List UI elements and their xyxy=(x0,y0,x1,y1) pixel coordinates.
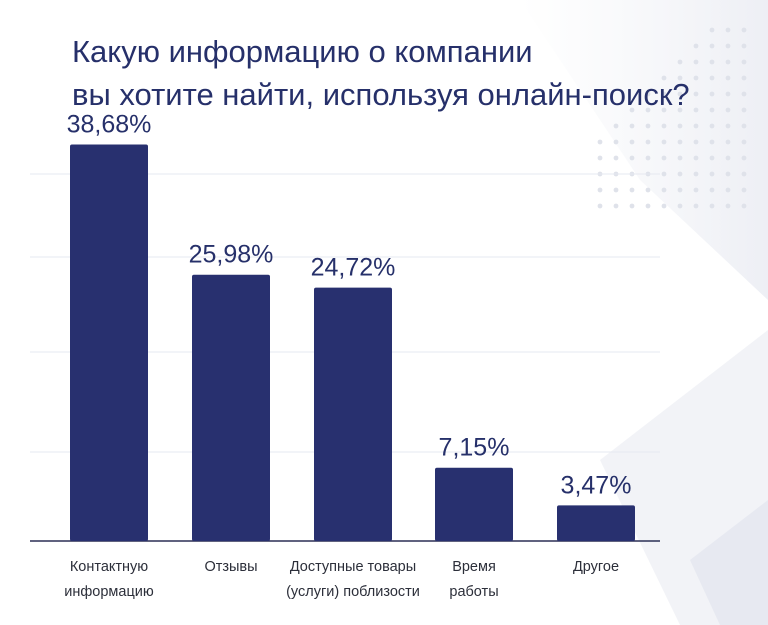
x-tick-label: Доступные товары xyxy=(290,559,416,575)
bar xyxy=(557,505,635,541)
bar xyxy=(192,274,270,541)
bar xyxy=(435,467,513,541)
x-tick-label: (услуги) поблизости xyxy=(286,584,420,600)
chart-title-line-1: Какую информацию о компании xyxy=(72,34,533,69)
chart-title-line-2: вы хотите найти, используя онлайн-поиск? xyxy=(72,77,690,112)
bar xyxy=(70,144,148,541)
x-tick-label: работы xyxy=(449,584,498,600)
data-label: 24,72% xyxy=(311,254,396,282)
data-label: 25,98% xyxy=(189,241,274,269)
data-label: 7,15% xyxy=(439,434,510,462)
bar xyxy=(314,287,392,541)
x-tick-label: Контактную xyxy=(70,559,148,575)
chart-title: Какую информацию о компании вы хотите на… xyxy=(72,30,732,116)
x-tick-label: Другое xyxy=(573,559,619,575)
x-tick-label: Отзывы xyxy=(204,559,257,575)
x-tick-label: информацию xyxy=(64,584,154,600)
x-tick-label: Время xyxy=(452,559,496,575)
data-label: 3,47% xyxy=(561,471,632,499)
data-label: 38,68% xyxy=(67,111,152,139)
